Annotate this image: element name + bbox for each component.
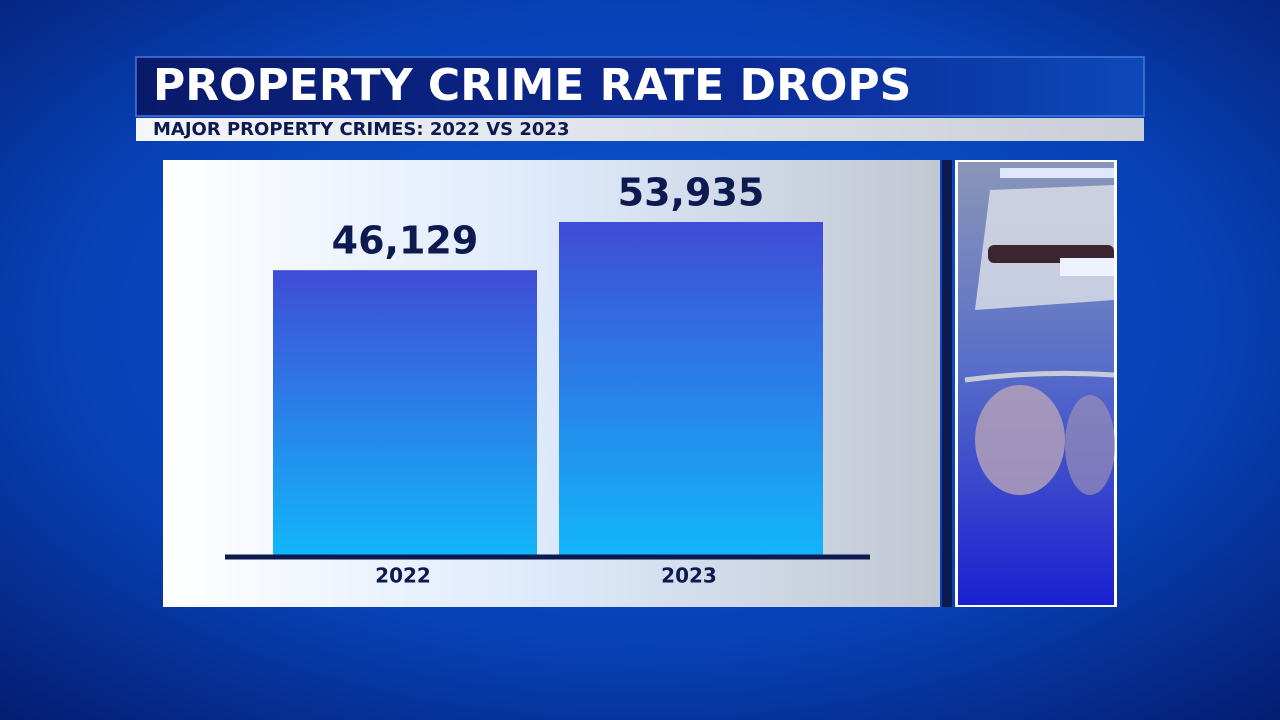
bar [273,270,537,555]
bar [559,222,823,555]
x-tick-label: 2023 [661,564,717,588]
value-label: 53,935 [618,171,765,215]
chart-subtitle: MAJOR PROPERTY CRIMES: 2022 VS 2023 [153,119,569,140]
x-tick-label: 2022 [375,564,431,588]
title-bar [135,56,1145,117]
subtitle-bar [136,118,1144,141]
chart-title: PROPERTY CRIME RATE DROPS [153,60,911,111]
value-label: 46,129 [332,219,479,263]
photo [958,162,1115,605]
divider [942,160,952,607]
